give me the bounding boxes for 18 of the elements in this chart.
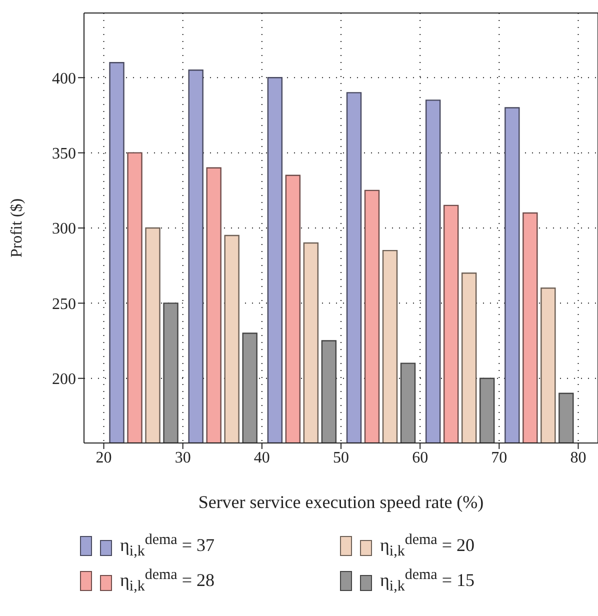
y-tick-label: 400 <box>52 70 76 88</box>
legend-label: η$_{i,k}$$^{dema}$ = 20 <box>380 532 474 561</box>
x-tick-label: 20 <box>96 449 112 466</box>
x-tick-label: 60 <box>412 449 428 466</box>
x-tick-label: 50 <box>333 449 349 466</box>
y-axis-title: Profit ($) <box>8 198 26 258</box>
legend-label: η$_{i,k}$$^{dema}$ = 37 <box>120 532 214 561</box>
x-tick-label: 40 <box>254 449 270 466</box>
legend-label: η$_{i,k}$$^{dema}$ = 28 <box>120 566 214 596</box>
y-tick-label: 300 <box>52 220 76 238</box>
y-tick-label: 250 <box>52 296 76 313</box>
y-tick-label: 350 <box>52 146 76 163</box>
legend-label: η$_{i,k}$$^{dema}$ = 15 <box>380 566 474 596</box>
x-tick-label: 70 <box>491 449 508 466</box>
x-tick-label: 80 <box>570 449 586 466</box>
x-tick-label: 30 <box>174 449 191 466</box>
y-tick-label: 200 <box>52 371 76 388</box>
x-axis-title: Server service execution speed rate (%) <box>198 492 484 512</box>
